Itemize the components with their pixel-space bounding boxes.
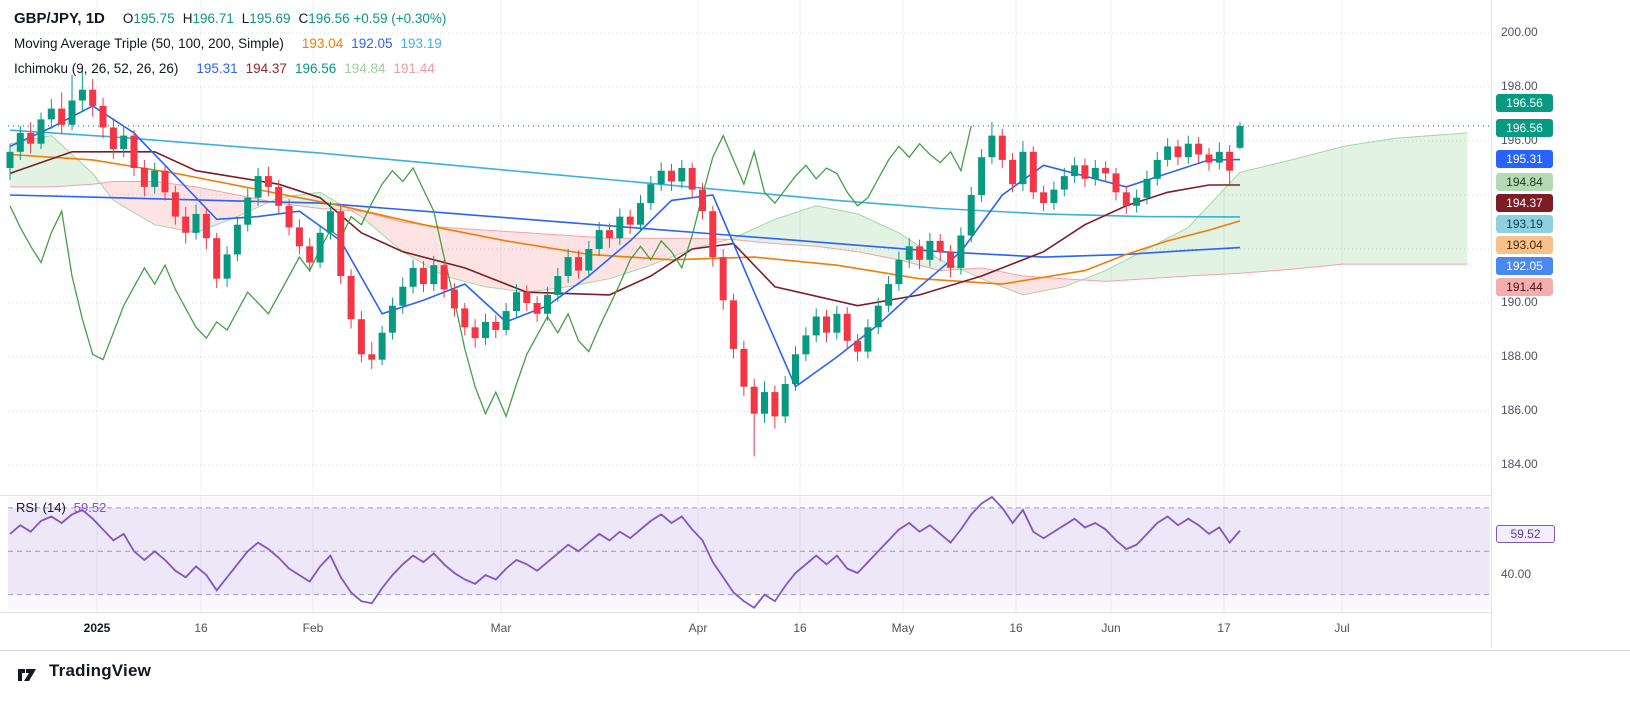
ma-legend-row[interactable]: Moving Average Triple (50, 100, 200, Sim… xyxy=(14,31,446,56)
time-tick-label: 16 xyxy=(793,621,807,635)
ichimoku-lagging-value: 196.56 xyxy=(294,61,337,76)
price-tick-label: 200.00 xyxy=(1501,25,1538,39)
price-badge: 193.04 xyxy=(1496,236,1553,254)
price-badge: 196.56 xyxy=(1496,119,1553,137)
ma100-value: 192.05 xyxy=(351,36,393,51)
low-label: L xyxy=(241,11,250,26)
high-label: H xyxy=(182,11,193,26)
price-badge: 191.44 xyxy=(1496,278,1553,296)
ma200-value: 193.19 xyxy=(400,36,442,51)
rsi-value-badge: 59.52 xyxy=(1496,525,1555,543)
ichimoku-conversion-value: 195.31 xyxy=(196,61,238,76)
low-value: 195.69 xyxy=(249,11,291,26)
time-tick-label: Apr xyxy=(688,621,708,635)
price-badge: 196.56 xyxy=(1496,94,1553,112)
price-chart-canvas[interactable] xyxy=(0,0,1630,650)
close-label: C xyxy=(298,11,309,26)
time-tick-label: Jun xyxy=(1101,621,1121,635)
footer-bar: TradingView xyxy=(0,650,1630,716)
time-axis[interactable]: 2025 16 Feb Mar Apr 16 May 16 Jun 17 Jul xyxy=(0,612,1491,650)
tradingview-brand-text[interactable]: TradingView xyxy=(49,661,152,680)
ichimoku-span-a-value: 194.84 xyxy=(344,61,386,76)
rsi-title: RSI xyxy=(16,500,38,515)
indicator-legend: GBP/JPY, 1D O195.75 H196.71 L195.69 C196.56 … xyxy=(14,6,446,81)
price-badge: 192.05 xyxy=(1496,257,1553,275)
ichimoku-legend-title: Ichimoku (9, 26, 52, 26, 26) xyxy=(14,61,179,76)
time-tick-label: 16 xyxy=(1009,621,1023,635)
price-badge: 194.37 xyxy=(1496,194,1553,212)
open-value: 195.75 xyxy=(133,11,175,26)
ma-legend-title: Moving Average Triple (50, 100, 200, Sim… xyxy=(14,36,284,51)
time-tick-label: Jul xyxy=(1334,621,1350,635)
price-badge: 193.19 xyxy=(1496,215,1553,233)
change-value: +0.59 (+0.30%) xyxy=(353,11,447,26)
rsi-params: (14) xyxy=(42,500,66,515)
time-tick-label: 2025 xyxy=(83,621,111,635)
price-badge: 195.31 xyxy=(1496,150,1553,168)
price-tick-label: 184.00 xyxy=(1501,457,1538,471)
close-value: 196.56 xyxy=(308,11,350,26)
open-label: O xyxy=(122,11,134,26)
price-tick-label: 198.00 xyxy=(1501,79,1538,93)
ichimoku-base-value: 194.37 xyxy=(245,61,287,76)
high-value: 196.71 xyxy=(192,11,234,26)
ichimoku-legend-row[interactable]: Ichimoku (9, 26, 52, 26, 26) 195.31 194.37… xyxy=(14,56,446,81)
time-tick-label: 17 xyxy=(1217,621,1231,635)
price-tick-label: 188.00 xyxy=(1501,349,1538,363)
ichimoku-span-b-value: 191.44 xyxy=(393,61,435,76)
rsi-value: 59.52 xyxy=(73,500,107,515)
price-tick-label: 190.00 xyxy=(1501,295,1538,309)
price-badge: 194.84 xyxy=(1496,173,1553,191)
rsi-legend-row[interactable]: RSI (14) 59.52 xyxy=(16,500,106,515)
time-tick-label: 16 xyxy=(194,621,208,635)
time-tick-label: Mar xyxy=(490,621,512,635)
symbol-title: GBP/JPY, 1D xyxy=(14,10,105,27)
time-tick-label: May xyxy=(891,621,915,635)
rsi-tick-label: 40.00 xyxy=(1501,567,1532,581)
symbol-legend-row[interactable]: GBP/JPY, 1D O195.75 H196.71 L195.69 C196.56 … xyxy=(14,6,446,31)
time-tick-label: Feb xyxy=(302,621,324,635)
tradingview-logo-icon[interactable] xyxy=(16,661,40,690)
ma50-value: 193.04 xyxy=(301,36,344,51)
price-tick-label: 186.00 xyxy=(1501,403,1538,417)
price-axis[interactable]: 200.00 198.00 196.00 190.00 188.00 186.00 184.… xyxy=(1491,0,1630,648)
